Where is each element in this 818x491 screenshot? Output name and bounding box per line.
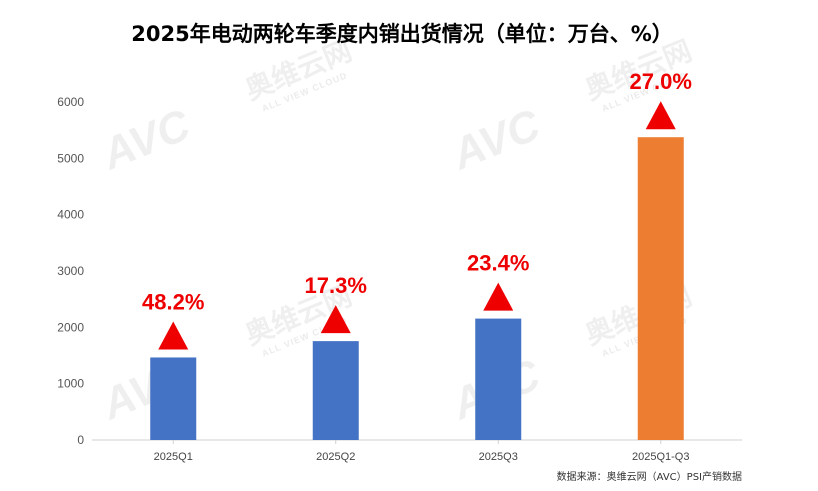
y-tick-label: 4000 (57, 208, 84, 222)
x-tick-label: 2025Q3 (479, 451, 518, 463)
bar (475, 318, 522, 440)
y-tick-label: 1000 (57, 377, 84, 391)
bar (312, 341, 359, 440)
x-tick-label: 2025Q1-Q3 (632, 451, 689, 463)
growth-arrow (645, 101, 676, 130)
growth-labels: 48.2% 17.3% 23.4% 27.0% (142, 69, 692, 314)
bars (150, 137, 684, 441)
y-tick-label: 0 (77, 433, 84, 447)
watermark-logo: AVC (444, 100, 548, 180)
growth-arrow (320, 305, 351, 334)
y-tick-label: 5000 (57, 151, 84, 165)
x-tick-label: 2025Q1 (154, 451, 193, 463)
chart-title: 2025年电动两轮车季度内销出货情况（单位：万台、%） (131, 22, 673, 46)
growth-label: 27.0% (630, 69, 692, 94)
growth-arrow (158, 321, 189, 350)
y-axis: 0 1000 2000 3000 4000 5000 6000 (57, 95, 84, 447)
bar (637, 137, 684, 441)
y-tick-label: 2000 (57, 320, 84, 334)
bar (150, 357, 197, 440)
y-tick-label: 3000 (57, 264, 84, 278)
growth-arrow (483, 282, 514, 311)
x-tick-label: 2025Q2 (316, 451, 355, 463)
watermark-logo: AVC (94, 100, 198, 180)
source-note: 数据来源：奥维云网（AVC）PSI产销数据 (557, 470, 742, 483)
watermark-brand: AVC (94, 100, 198, 180)
x-axis: 2025Q1 2025Q2 2025Q3 2025Q1-Q3 (154, 440, 689, 463)
growth-label: 17.3% (305, 273, 367, 298)
growth-arrows (158, 101, 676, 350)
watermark-brand: AVC (444, 100, 548, 180)
growth-label: 23.4% (467, 251, 529, 276)
y-tick-label: 6000 (57, 95, 84, 109)
growth-label: 48.2% (142, 289, 204, 314)
